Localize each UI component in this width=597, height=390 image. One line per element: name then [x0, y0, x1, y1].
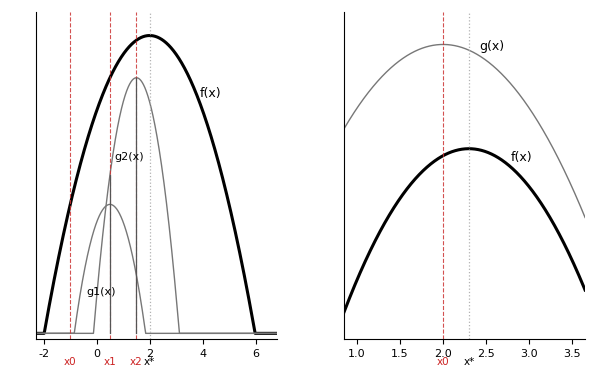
Text: g2(x): g2(x): [114, 152, 143, 161]
Text: x*: x*: [144, 356, 155, 367]
Text: x*: x*: [463, 356, 475, 367]
Text: x2: x2: [130, 356, 143, 367]
Text: x0: x0: [64, 356, 76, 367]
Text: f(x): f(x): [510, 151, 532, 164]
Text: x1: x1: [103, 356, 116, 367]
Text: g(x): g(x): [479, 40, 504, 53]
Text: g1(x): g1(x): [86, 287, 116, 297]
Text: f(x): f(x): [200, 87, 221, 100]
Text: x0: x0: [437, 356, 450, 367]
